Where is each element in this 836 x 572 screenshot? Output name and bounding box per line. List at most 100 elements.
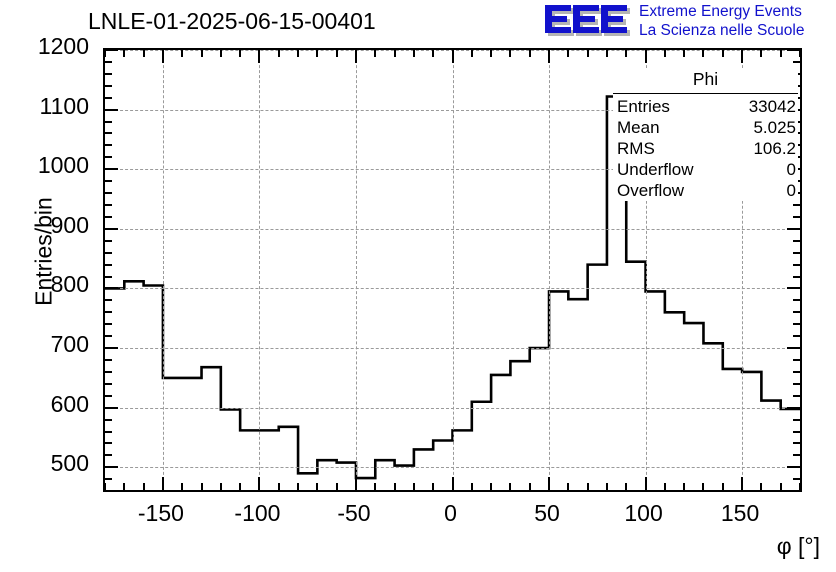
x-axis-tick	[605, 483, 608, 490]
x-axis-tick	[393, 50, 396, 57]
y-axis-tick	[793, 60, 800, 63]
stats-row-value: 0	[786, 181, 796, 200]
y-axis-tick	[105, 227, 118, 230]
x-axis-tick	[451, 477, 454, 490]
y-axis-tick	[105, 204, 112, 206]
x-axis-tick	[412, 483, 415, 490]
x-axis-tick	[779, 50, 782, 57]
y-axis-tick	[105, 442, 112, 445]
grid-line-vertical	[259, 50, 261, 490]
x-axis-tick	[335, 50, 338, 57]
x-axis-tick	[258, 477, 261, 490]
y-axis-tick	[793, 418, 800, 421]
y-axis-tick	[105, 168, 118, 171]
x-axis-tick-label: -50	[337, 500, 371, 526]
eee-logo: Extreme Energy Events La Scienza nelle S…	[543, 2, 835, 42]
x-axis-title: φ [°]	[776, 533, 820, 559]
x-axis-tick	[200, 50, 203, 57]
stats-rows: Entries 33042 Mean 5.025 RMS 106.2 Underflow 0 O…	[613, 96, 798, 201]
page-title: LNLE-01-2025-06-15-00401	[88, 8, 376, 34]
x-axis-tick	[605, 50, 608, 57]
y-axis-tick	[787, 466, 800, 469]
y-axis-tick	[787, 287, 800, 290]
x-axis-tick	[644, 477, 647, 490]
grid-line-horizontal	[105, 228, 800, 231]
y-axis-tick	[793, 204, 800, 206]
y-axis-tick	[105, 394, 112, 397]
x-axis-tick	[779, 483, 782, 490]
y-axis-tick	[793, 263, 800, 266]
y-axis-tick	[105, 323, 112, 326]
y-axis-tick	[105, 108, 118, 111]
y-axis-tick	[105, 275, 112, 278]
x-axis-tick	[297, 50, 300, 57]
x-axis-tick	[181, 50, 184, 57]
x-axis-tick	[161, 50, 164, 63]
y-axis-tick	[105, 50, 118, 51]
x-axis-tick	[741, 477, 744, 490]
x-axis-tick	[181, 483, 184, 490]
stats-row: Entries 33042	[613, 96, 798, 117]
y-axis-tick	[787, 227, 800, 230]
grid-line-vertical	[645, 50, 648, 490]
x-axis-tick	[799, 50, 800, 57]
x-axis-tick	[393, 483, 396, 490]
x-axis-tick	[258, 50, 261, 63]
x-axis-tick	[702, 483, 705, 490]
x-axis-tick	[354, 50, 357, 63]
stats-row-label: Mean	[617, 118, 660, 137]
x-axis-tick	[105, 50, 106, 57]
eee-logo-mark	[545, 5, 630, 36]
x-axis-tick	[683, 50, 686, 57]
x-axis-tick	[663, 483, 666, 490]
y-axis-tick	[105, 72, 112, 75]
plot-area	[105, 50, 800, 490]
y-axis-tick-label: 1000	[37, 152, 89, 179]
stats-row-label: RMS	[617, 139, 655, 158]
stats-title: Phi	[692, 69, 719, 89]
stats-row-value: 33042	[748, 97, 796, 116]
x-axis-tick	[721, 50, 724, 57]
y-axis-tick	[105, 359, 112, 362]
x-axis-tick-label: 150	[720, 500, 760, 526]
grid-line-horizontal	[105, 288, 800, 290]
y-axis-tick	[105, 156, 112, 159]
y-axis-tick	[105, 180, 112, 183]
grid-line-horizontal	[105, 407, 800, 410]
stats-row-label: Entries	[617, 97, 670, 116]
y-axis-tick	[105, 418, 112, 421]
x-axis-tick	[548, 477, 551, 490]
x-axis-tick	[219, 50, 222, 57]
x-axis-tick	[470, 483, 473, 490]
x-axis-tick	[490, 50, 493, 57]
stats-row: Overflow 0	[613, 180, 798, 201]
x-axis-tick-label: 0	[444, 500, 457, 526]
y-axis-tick	[793, 299, 800, 302]
y-axis-tick	[105, 251, 112, 254]
y-axis-tick	[793, 323, 800, 326]
y-axis-tick	[105, 60, 112, 63]
grid-line-horizontal	[105, 467, 800, 469]
stats-row-label: Overflow	[617, 181, 685, 200]
x-axis-tick	[374, 50, 377, 57]
x-axis-tick	[799, 483, 800, 490]
x-axis-tick	[239, 50, 242, 57]
y-axis-tick	[793, 442, 800, 445]
y-axis-tick-label: 1200	[37, 33, 89, 59]
y-axis-tick	[105, 263, 112, 266]
x-axis-tick-label: 50	[534, 500, 560, 526]
y-axis-tick	[793, 454, 800, 457]
x-axis-tick	[335, 483, 338, 490]
x-axis-tick	[316, 50, 319, 57]
y-axis-tick	[105, 478, 112, 481]
x-axis-tick	[528, 483, 531, 490]
x-axis-tick	[200, 483, 203, 490]
x-axis-tick	[528, 50, 531, 57]
stats-row-label: Underflow	[617, 160, 694, 179]
y-axis-tick	[105, 370, 112, 373]
y-axis-tick-label: 700	[50, 331, 89, 358]
y-axis-tick	[793, 382, 800, 385]
y-axis-tick	[105, 287, 118, 290]
y-axis-tick	[105, 454, 112, 457]
y-axis-tick	[105, 299, 112, 302]
